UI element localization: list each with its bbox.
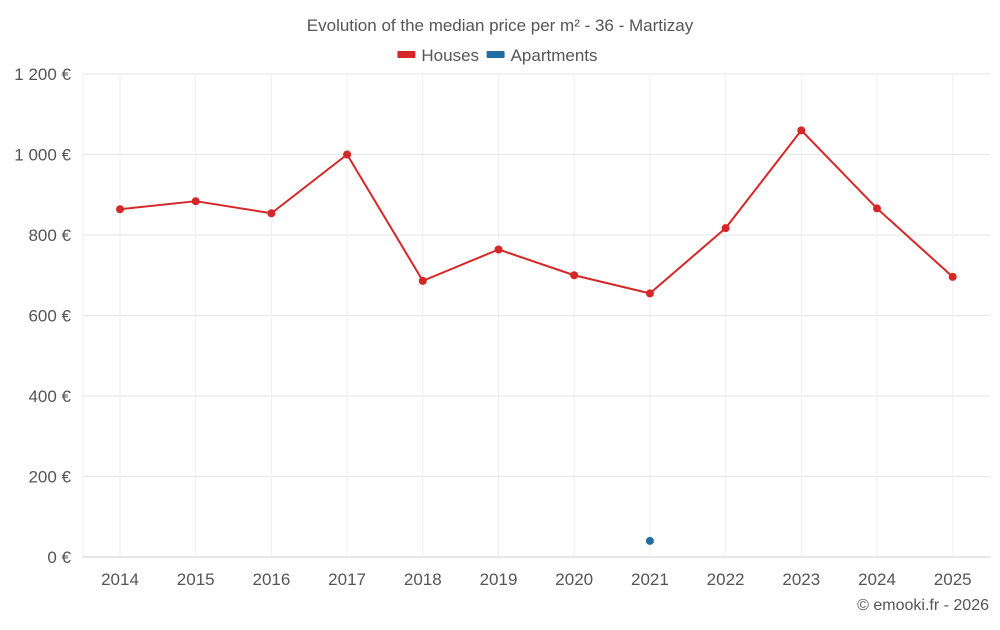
data-point[interactable]: [570, 271, 579, 280]
y-tick-label: 1 200 €: [14, 65, 71, 84]
data-point[interactable]: [418, 276, 427, 285]
legend-label: Apartments: [511, 46, 598, 65]
x-tick-label: 2018: [404, 570, 442, 589]
y-tick-label: 1 000 €: [14, 146, 71, 165]
y-tick-label: 0 €: [47, 548, 71, 567]
data-point[interactable]: [873, 204, 881, 213]
data-point[interactable]: [343, 150, 352, 159]
chart-legend: Houses Apartments: [397, 46, 598, 65]
y-tick-label: 400 €: [28, 387, 71, 406]
data-point[interactable]: [721, 224, 730, 233]
series-line: [119, 129, 954, 295]
y-axis: 0 € 200 € 400 € 600 € 800 € 1 000 € 1 200 €: [14, 65, 71, 567]
x-axis: 2014 2015 2016 2017 2018 2019 2020 2021 2022 2023…: [101, 570, 972, 589]
y-tick-label: 200 €: [28, 468, 71, 487]
data-point[interactable]: [494, 245, 503, 254]
x-tick-label: 2014: [101, 570, 139, 589]
data-point[interactable]: [645, 536, 654, 545]
legend-label: Houses: [421, 46, 479, 65]
data-point[interactable]: [267, 209, 276, 218]
x-tick-label: 2020: [555, 570, 593, 589]
x-tick-label: 2023: [782, 570, 820, 589]
data-point[interactable]: [191, 197, 200, 206]
chart-title: Evolution of the median price per m² - 3…: [307, 16, 694, 35]
data-point[interactable]: [645, 289, 654, 298]
legend-swatch: [486, 51, 505, 58]
x-tick-label: 2022: [707, 570, 745, 589]
series-layer: [116, 126, 957, 545]
x-tick-label: 2016: [252, 570, 290, 589]
data-point[interactable]: [797, 126, 806, 135]
x-tick-label: 2024: [858, 570, 896, 589]
series-apartments: [645, 536, 654, 545]
y-tick-label: 600 €: [28, 307, 71, 326]
x-tick-label: 2019: [480, 570, 518, 589]
chart-credit: © emooki.fr - 2026: [857, 597, 989, 614]
y-tick-label: 800 €: [28, 226, 71, 245]
x-tick-label: 2025: [934, 570, 972, 589]
data-point[interactable]: [948, 272, 957, 281]
data-point[interactable]: [116, 205, 124, 214]
chart-grid: [82, 73, 990, 558]
series-houses: [116, 126, 957, 298]
x-tick-label: 2015: [177, 570, 215, 589]
x-tick-label: 2021: [631, 570, 669, 589]
legend-swatch: [397, 51, 416, 58]
x-tick-label: 2017: [328, 570, 366, 589]
